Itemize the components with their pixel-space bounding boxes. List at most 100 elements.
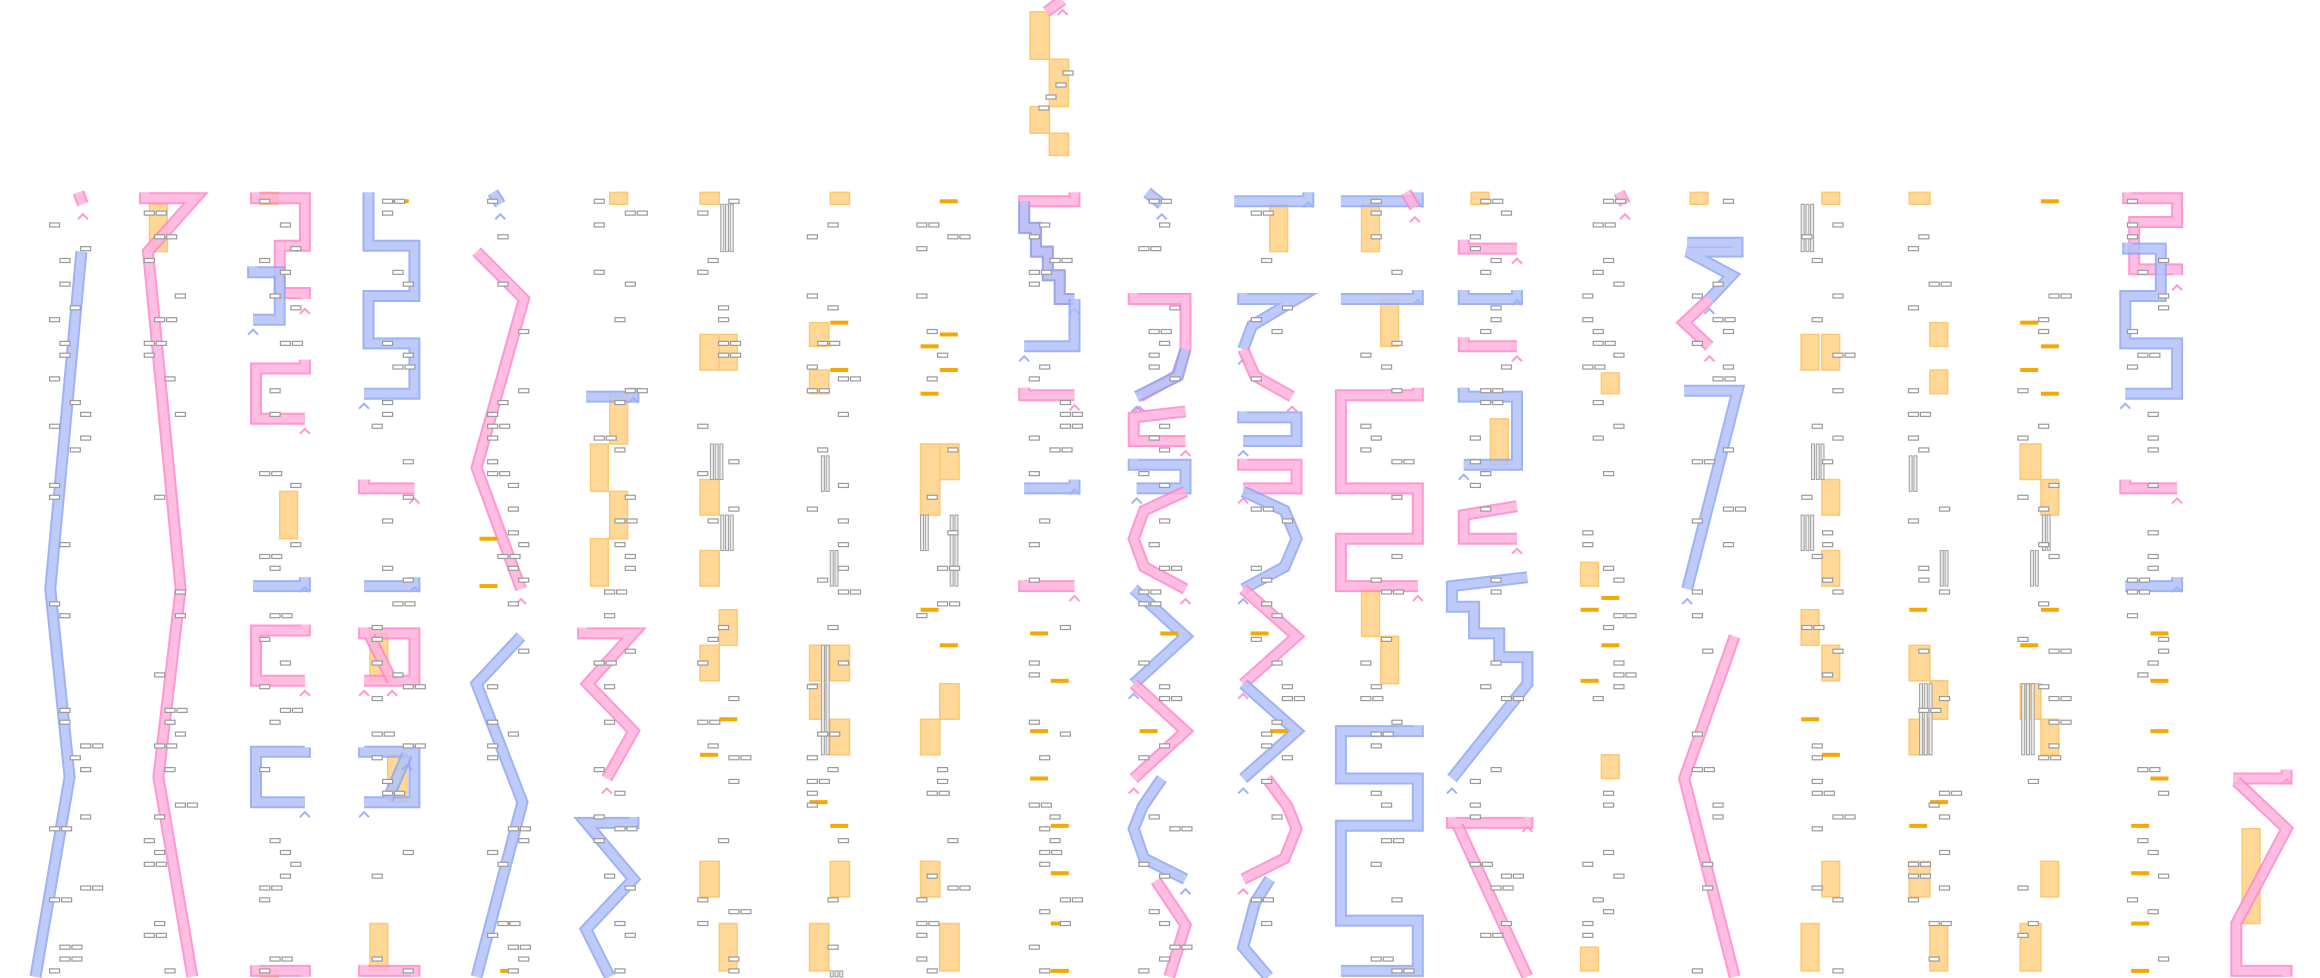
bar-line [829, 970, 834, 978]
marker-dash [479, 584, 498, 589]
tick-box [155, 210, 167, 216]
tick-box [166, 743, 178, 749]
tick-box [59, 352, 71, 358]
tick-box [936, 601, 949, 607]
track-fill [489, 190, 504, 207]
tick-box [1582, 530, 1594, 536]
block-rect [1380, 298, 1400, 348]
tick-box [1582, 364, 1594, 370]
tick-box [80, 435, 92, 441]
track-fill [360, 479, 415, 493]
tick-box [1071, 423, 1084, 429]
tick-box [1950, 790, 1963, 796]
tick-box [155, 861, 167, 867]
tick-box [1039, 909, 1051, 915]
tick-box [59, 719, 71, 725]
tick-layer [48, 70, 2170, 974]
tick-box [2147, 482, 2159, 489]
tick-box [69, 305, 81, 311]
tick-box [926, 968, 938, 974]
tick-box [269, 565, 281, 571]
tick-box [806, 234, 818, 240]
tick-box [404, 364, 416, 370]
tick-box [697, 897, 709, 903]
chevron-up-icon [1703, 354, 1716, 363]
tick-box [2048, 482, 2060, 489]
tick-box [1250, 565, 1262, 571]
tick-box [2126, 897, 2139, 903]
tick-box [414, 743, 426, 749]
marker-dash [939, 332, 958, 337]
tick-box [614, 317, 626, 323]
tick-box [1158, 920, 1171, 927]
track-fill [1129, 458, 1190, 493]
tick-box [1391, 459, 1403, 465]
tick-box [155, 340, 167, 346]
tick-box [1138, 660, 1150, 666]
tick-box [717, 305, 730, 311]
tick-box [1370, 210, 1382, 216]
tick-box [1370, 956, 1382, 962]
tick-box [1169, 376, 1181, 382]
tick-box [371, 636, 383, 642]
tick-box [509, 920, 521, 927]
tick-box [1592, 399, 1604, 406]
tick-box [497, 234, 509, 240]
tick-box [2137, 838, 2149, 844]
tick-box [2048, 553, 2060, 560]
tick-box [916, 920, 928, 927]
bar-line [724, 203, 729, 253]
bar-line [1805, 514, 1810, 552]
tick-box [1051, 849, 1063, 856]
tick-box [2157, 648, 2170, 654]
tick-box [92, 885, 104, 891]
track-fill [472, 248, 529, 591]
bar-line [834, 550, 839, 587]
tick-box [259, 636, 271, 642]
tick-box [947, 447, 959, 453]
tick-box [1038, 105, 1050, 111]
track-fill [1459, 337, 1517, 351]
pink-track [1237, 346, 1298, 413]
tick-box [1372, 695, 1384, 702]
tick-box [1691, 766, 1703, 773]
tick-box [1811, 743, 1823, 749]
marker-dash [2131, 968, 2150, 973]
tick-box [740, 909, 752, 915]
block-rect [589, 537, 610, 587]
tick-box [1801, 494, 1813, 500]
track-fill [1044, 0, 1065, 16]
chevron-up-icon [601, 787, 613, 795]
tick-box [806, 755, 818, 761]
pink-track [250, 964, 311, 977]
chevron-up-icon [2171, 585, 2183, 593]
tick-box [697, 210, 709, 216]
marker-dash [939, 368, 958, 372]
tick-box [837, 518, 850, 524]
tick-box [507, 482, 519, 489]
tick-box [1370, 234, 1382, 240]
block-rect [1579, 946, 1600, 972]
tick-box [928, 920, 940, 927]
tick-box [1703, 766, 1715, 773]
tick-box [1028, 376, 1040, 382]
tick-box [259, 553, 271, 560]
block-rect [1800, 922, 1820, 972]
tick-box [707, 743, 719, 749]
tick-box [729, 352, 742, 358]
tick-box [2126, 577, 2139, 583]
tick-box [2149, 352, 2161, 358]
tick-box [2126, 328, 2139, 335]
tick-box [1712, 802, 1724, 808]
tick-box [1938, 814, 1951, 820]
track-fill [1239, 293, 1311, 351]
tick-box [837, 838, 850, 844]
pink-track [1127, 405, 1192, 457]
tick-box [1158, 423, 1171, 429]
tick-box [402, 459, 414, 465]
bar-line [820, 644, 825, 756]
tick-box [381, 411, 394, 417]
bar-line [1805, 203, 1810, 253]
tick-box [1602, 198, 1615, 204]
chevron-up-icon [1133, 405, 1146, 413]
